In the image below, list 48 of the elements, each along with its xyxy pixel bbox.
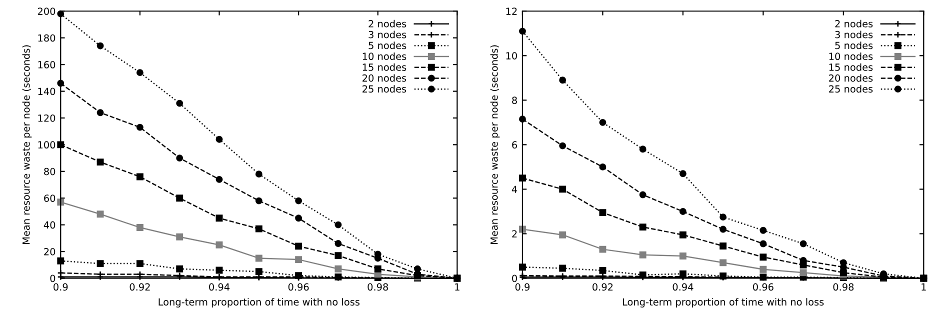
y-tick-label: 6 (512, 141, 518, 149)
legend-label: 3 nodes (368, 30, 406, 38)
x-tick-label: 0.92 (592, 283, 613, 291)
y-tick-label: 200 (38, 8, 56, 15)
x-tick-label: 1 (455, 283, 460, 290)
legend-label: 15 nodes (829, 63, 873, 71)
x-tick-label: 0.96 (288, 283, 309, 291)
x-tick-label: 0.98 (833, 283, 854, 291)
y-tick-label: 120 (38, 114, 56, 122)
y-axis-title: Mean resource waste per node (seconds) (490, 45, 500, 244)
x-tick-label: 0.94 (209, 283, 230, 291)
x-tick-label: 0.92 (130, 283, 150, 291)
y-tick-label: 160 (38, 61, 56, 68)
y-tick-label: 60 (44, 194, 56, 202)
y-tick-label: 12 (506, 8, 517, 15)
y-tick-label: 40 (44, 221, 56, 229)
legend-label: 5 nodes (368, 42, 406, 50)
x-tick-label: 0.94 (672, 283, 694, 291)
legend-label: 25 nodes (829, 85, 873, 93)
x-tick-label: 0.9 (515, 283, 530, 291)
legend-label: 5 nodes (835, 42, 873, 50)
legend-label: 2 nodes (835, 20, 873, 28)
y-tick-label: 140 (38, 88, 56, 96)
y-tick-label: 0 (512, 274, 517, 282)
x-axis-title: Long-term proportion of time with no loss (622, 298, 824, 308)
y-tick-label: 2 (512, 230, 517, 238)
x-tick-label: 0.98 (368, 283, 388, 291)
x-axis-title: Long-term proportion of time with no loss (158, 298, 360, 308)
y-tick-label: 10 (506, 52, 517, 60)
legend-label: 25 nodes (362, 85, 406, 93)
legend-label: 10 nodes (829, 52, 873, 60)
y-tick-label: 0 (50, 274, 56, 282)
x-tick-label: 0.96 (753, 283, 774, 291)
legend-label: 15 nodes (362, 63, 406, 71)
y-tick-label: 100 (38, 141, 56, 149)
legend-label: 3 nodes (835, 30, 873, 38)
y-tick-label: 180 (38, 34, 56, 42)
y-tick-label: 80 (44, 168, 56, 176)
y-tick-label: 8 (512, 96, 517, 104)
x-tick-label: 1 (922, 283, 926, 290)
y-tick-label: 4 (512, 186, 518, 193)
y-axis-title: Mean resource waste per node (seconds) (22, 45, 32, 244)
legend-label: 2 nodes (368, 20, 406, 28)
legend-label: 20 nodes (829, 74, 873, 82)
legend-label: 20 nodes (362, 74, 406, 82)
y-tick-label: 20 (44, 248, 56, 256)
legend-label: 10 nodes (362, 52, 406, 60)
x-tick-label: 0.9 (54, 283, 68, 291)
